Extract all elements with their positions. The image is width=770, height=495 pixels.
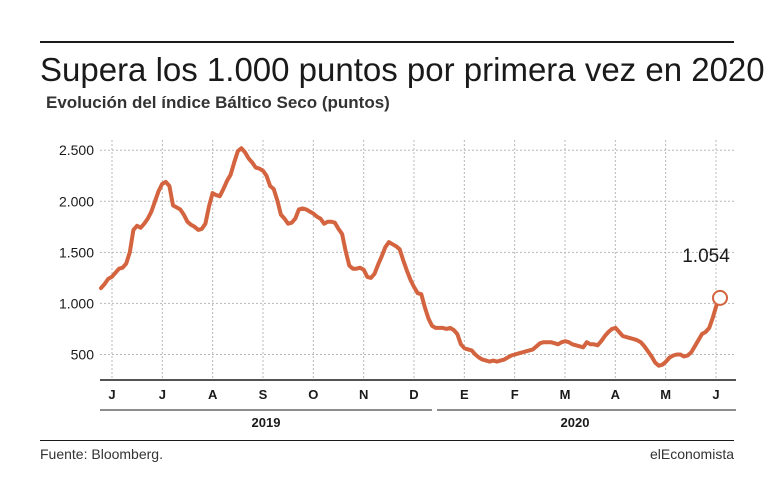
month-tick-label: N — [359, 387, 368, 402]
month-tick-label: O — [308, 387, 318, 402]
y-tick-label: 500 — [71, 346, 95, 362]
month-tick-label: D — [409, 387, 418, 402]
header-rule — [40, 41, 734, 43]
month-tick-label: M — [560, 387, 571, 402]
source-note: Fuente: Bloomberg. — [40, 446, 163, 462]
y-tick-label: 1.500 — [59, 244, 94, 260]
month-tick-label: A — [611, 387, 621, 402]
publisher-brand: elEconomista — [649, 446, 734, 462]
month-tick-label: J — [712, 387, 719, 402]
month-tick-label: J — [108, 387, 115, 402]
last-value-marker — [712, 289, 728, 306]
month-tick-label: J — [159, 387, 166, 402]
last-value-label: 1.054 — [682, 246, 730, 267]
y-tick-label: 1.000 — [59, 295, 94, 311]
year-label-2019: 2019 — [252, 415, 281, 430]
month-tick-label: A — [208, 387, 218, 402]
month-tick-label: M — [660, 387, 671, 402]
year-label-2020: 2020 — [561, 415, 590, 430]
chart-title: Supera los 1.000 puntos por primera vez … — [40, 51, 765, 88]
month-tick-label: F — [511, 387, 519, 402]
y-tick-label: 2.000 — [59, 193, 94, 209]
series-line — [99, 146, 722, 368]
month-tick-label: S — [259, 387, 268, 402]
footer-rule — [40, 440, 734, 441]
chart-subtitle: Evolución del índice Báltico Seco (punto… — [46, 93, 390, 112]
y-tick-label: 2.500 — [59, 142, 94, 158]
month-tick-label: E — [460, 387, 469, 402]
